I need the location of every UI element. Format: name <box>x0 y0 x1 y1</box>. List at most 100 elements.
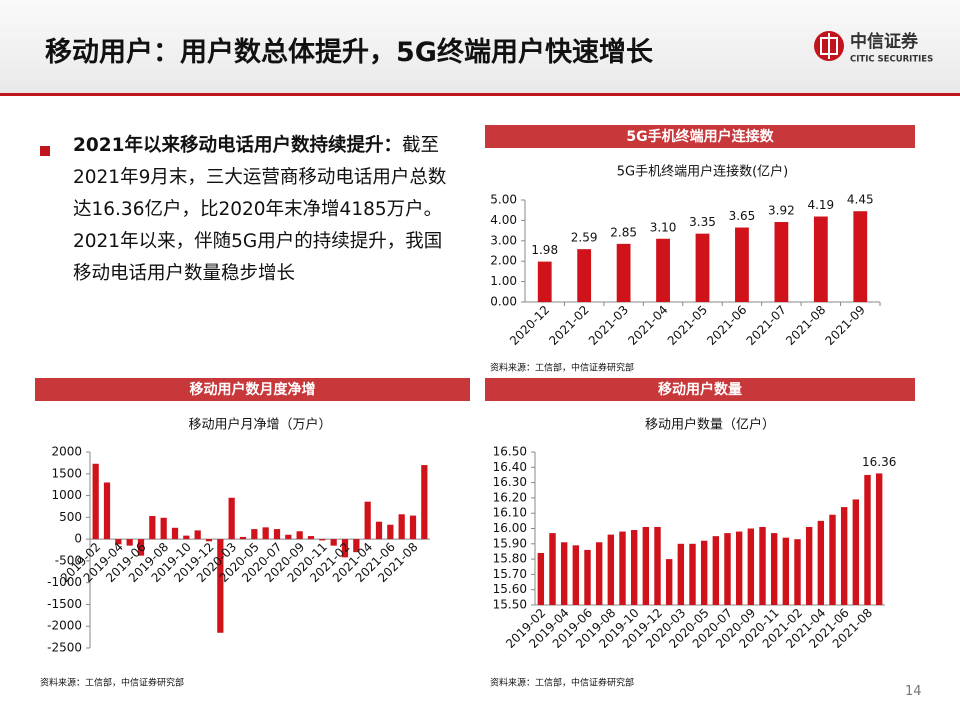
bar <box>330 539 337 546</box>
panel-title: 5G手机终端用户连接数 <box>626 128 774 145</box>
bar <box>239 536 247 540</box>
logo-text: 中信证券 <box>850 31 919 52</box>
bar <box>160 517 167 540</box>
bar <box>829 514 836 605</box>
bar <box>770 533 778 605</box>
y-tick-label: 16.40 <box>493 460 527 474</box>
bar <box>341 539 349 558</box>
bar <box>307 536 315 540</box>
bar <box>103 482 111 540</box>
bar <box>735 227 749 302</box>
logo: 中信证券 CITIC SECURITIES <box>814 31 933 65</box>
data-label: 3.92 <box>768 204 795 218</box>
data-label: 2.85 <box>610 225 637 239</box>
bar <box>712 536 720 605</box>
y-tick-label: -2500 <box>47 641 82 655</box>
y-tick-label: 4.00 <box>490 213 517 227</box>
bar <box>642 526 650 605</box>
bar <box>735 531 743 605</box>
bar <box>689 543 696 605</box>
bar <box>805 526 813 605</box>
bar <box>273 529 281 540</box>
y-tick-label: 2000 <box>51 445 82 459</box>
bar <box>665 559 673 605</box>
bar <box>375 521 383 540</box>
bar <box>205 539 213 542</box>
x-tick-label: 2021-03 <box>586 303 631 348</box>
y-tick-label: 500 <box>59 510 82 524</box>
y-tick-label: -500 <box>55 553 82 567</box>
bar <box>319 539 326 541</box>
x-tick-label: 2020-12 <box>507 303 552 348</box>
bar <box>364 501 371 540</box>
bar <box>656 238 670 302</box>
y-tick-label: -1500 <box>47 597 82 611</box>
x-tick-label: 2021-05 <box>665 303 710 348</box>
panel-title: 移动用户数量 <box>658 381 742 398</box>
chart-title: 5G手机终端用户连接数(亿户) <box>617 164 789 180</box>
x-tick-label: 2021-07 <box>744 303 789 348</box>
x-tick-label: 2021-06 <box>704 303 749 348</box>
logo-subtext: CITIC SECURITIES <box>850 55 933 65</box>
y-tick-label: 5.00 <box>490 193 517 207</box>
bar <box>115 539 122 545</box>
x-tick-label: 2021-08 <box>783 303 828 348</box>
bar <box>695 233 710 302</box>
bar <box>92 463 99 540</box>
bar <box>398 514 405 540</box>
bar <box>654 526 661 605</box>
bar <box>228 497 235 540</box>
source-note: 资料来源：工信部，中信证券研究部 <box>490 362 634 374</box>
slide-title: 移动用户：用户数总体提升，5G终端用户快速增长 <box>45 37 653 68</box>
page-number: 14 <box>905 684 922 699</box>
y-tick-label: 1.00 <box>490 274 517 288</box>
bullet-marker <box>40 146 50 156</box>
y-tick-label: 1000 <box>51 488 82 502</box>
bullet-lead: 2021年以来移动电话用户数持续提升： <box>73 135 402 156</box>
y-tick-label: 15.60 <box>493 582 527 596</box>
bar <box>387 524 394 540</box>
header: 移动用户：用户数总体提升，5G终端用户快速增长 <box>0 0 960 96</box>
bullet-text: 2021年以来移动电话用户数持续提升：截至2021年9月末，三大运营商移动电话用… <box>73 130 453 290</box>
y-tick-label: 16.00 <box>493 521 527 535</box>
bar <box>149 516 156 540</box>
panel-banner <box>485 378 915 401</box>
bar <box>853 211 868 302</box>
x-tick-label: 2021-04 <box>625 303 670 348</box>
bar <box>421 465 428 540</box>
bar <box>537 261 552 302</box>
data-label: 3.65 <box>729 209 756 223</box>
bar <box>875 473 883 605</box>
data-label: 4.45 <box>847 193 874 207</box>
bar <box>700 540 708 605</box>
bar <box>619 531 626 605</box>
y-tick-label: 15.70 <box>493 567 527 581</box>
bar <box>549 533 556 605</box>
y-tick-label: -2000 <box>47 619 82 633</box>
bar <box>782 537 790 605</box>
bar <box>607 534 615 605</box>
x-tick-label: 2021-02 <box>546 303 591 348</box>
y-tick-label: 15.90 <box>493 536 527 550</box>
bar <box>217 539 224 633</box>
bar <box>285 534 292 540</box>
data-label: 3.10 <box>650 220 677 234</box>
bar <box>584 549 591 605</box>
bar <box>183 535 190 540</box>
bar <box>537 552 545 605</box>
bar <box>616 243 631 302</box>
chart-title: 移动用户月净增（万户） <box>188 417 331 433</box>
y-tick-label: 3.00 <box>490 233 517 247</box>
bar <box>577 249 592 302</box>
bar <box>630 530 638 605</box>
y-tick-label: 16.30 <box>493 475 527 489</box>
bar <box>852 499 860 605</box>
bar <box>409 515 417 540</box>
bullet-body: 截至2021年9月末，三大运营商移动电话用户总数达16.36亿户，比2020年末… <box>73 135 447 284</box>
y-tick-label: 0 <box>74 532 82 546</box>
chart-title: 移动用户数量（亿户） <box>645 417 775 433</box>
bar <box>171 527 179 540</box>
data-label: 2.59 <box>571 231 598 245</box>
